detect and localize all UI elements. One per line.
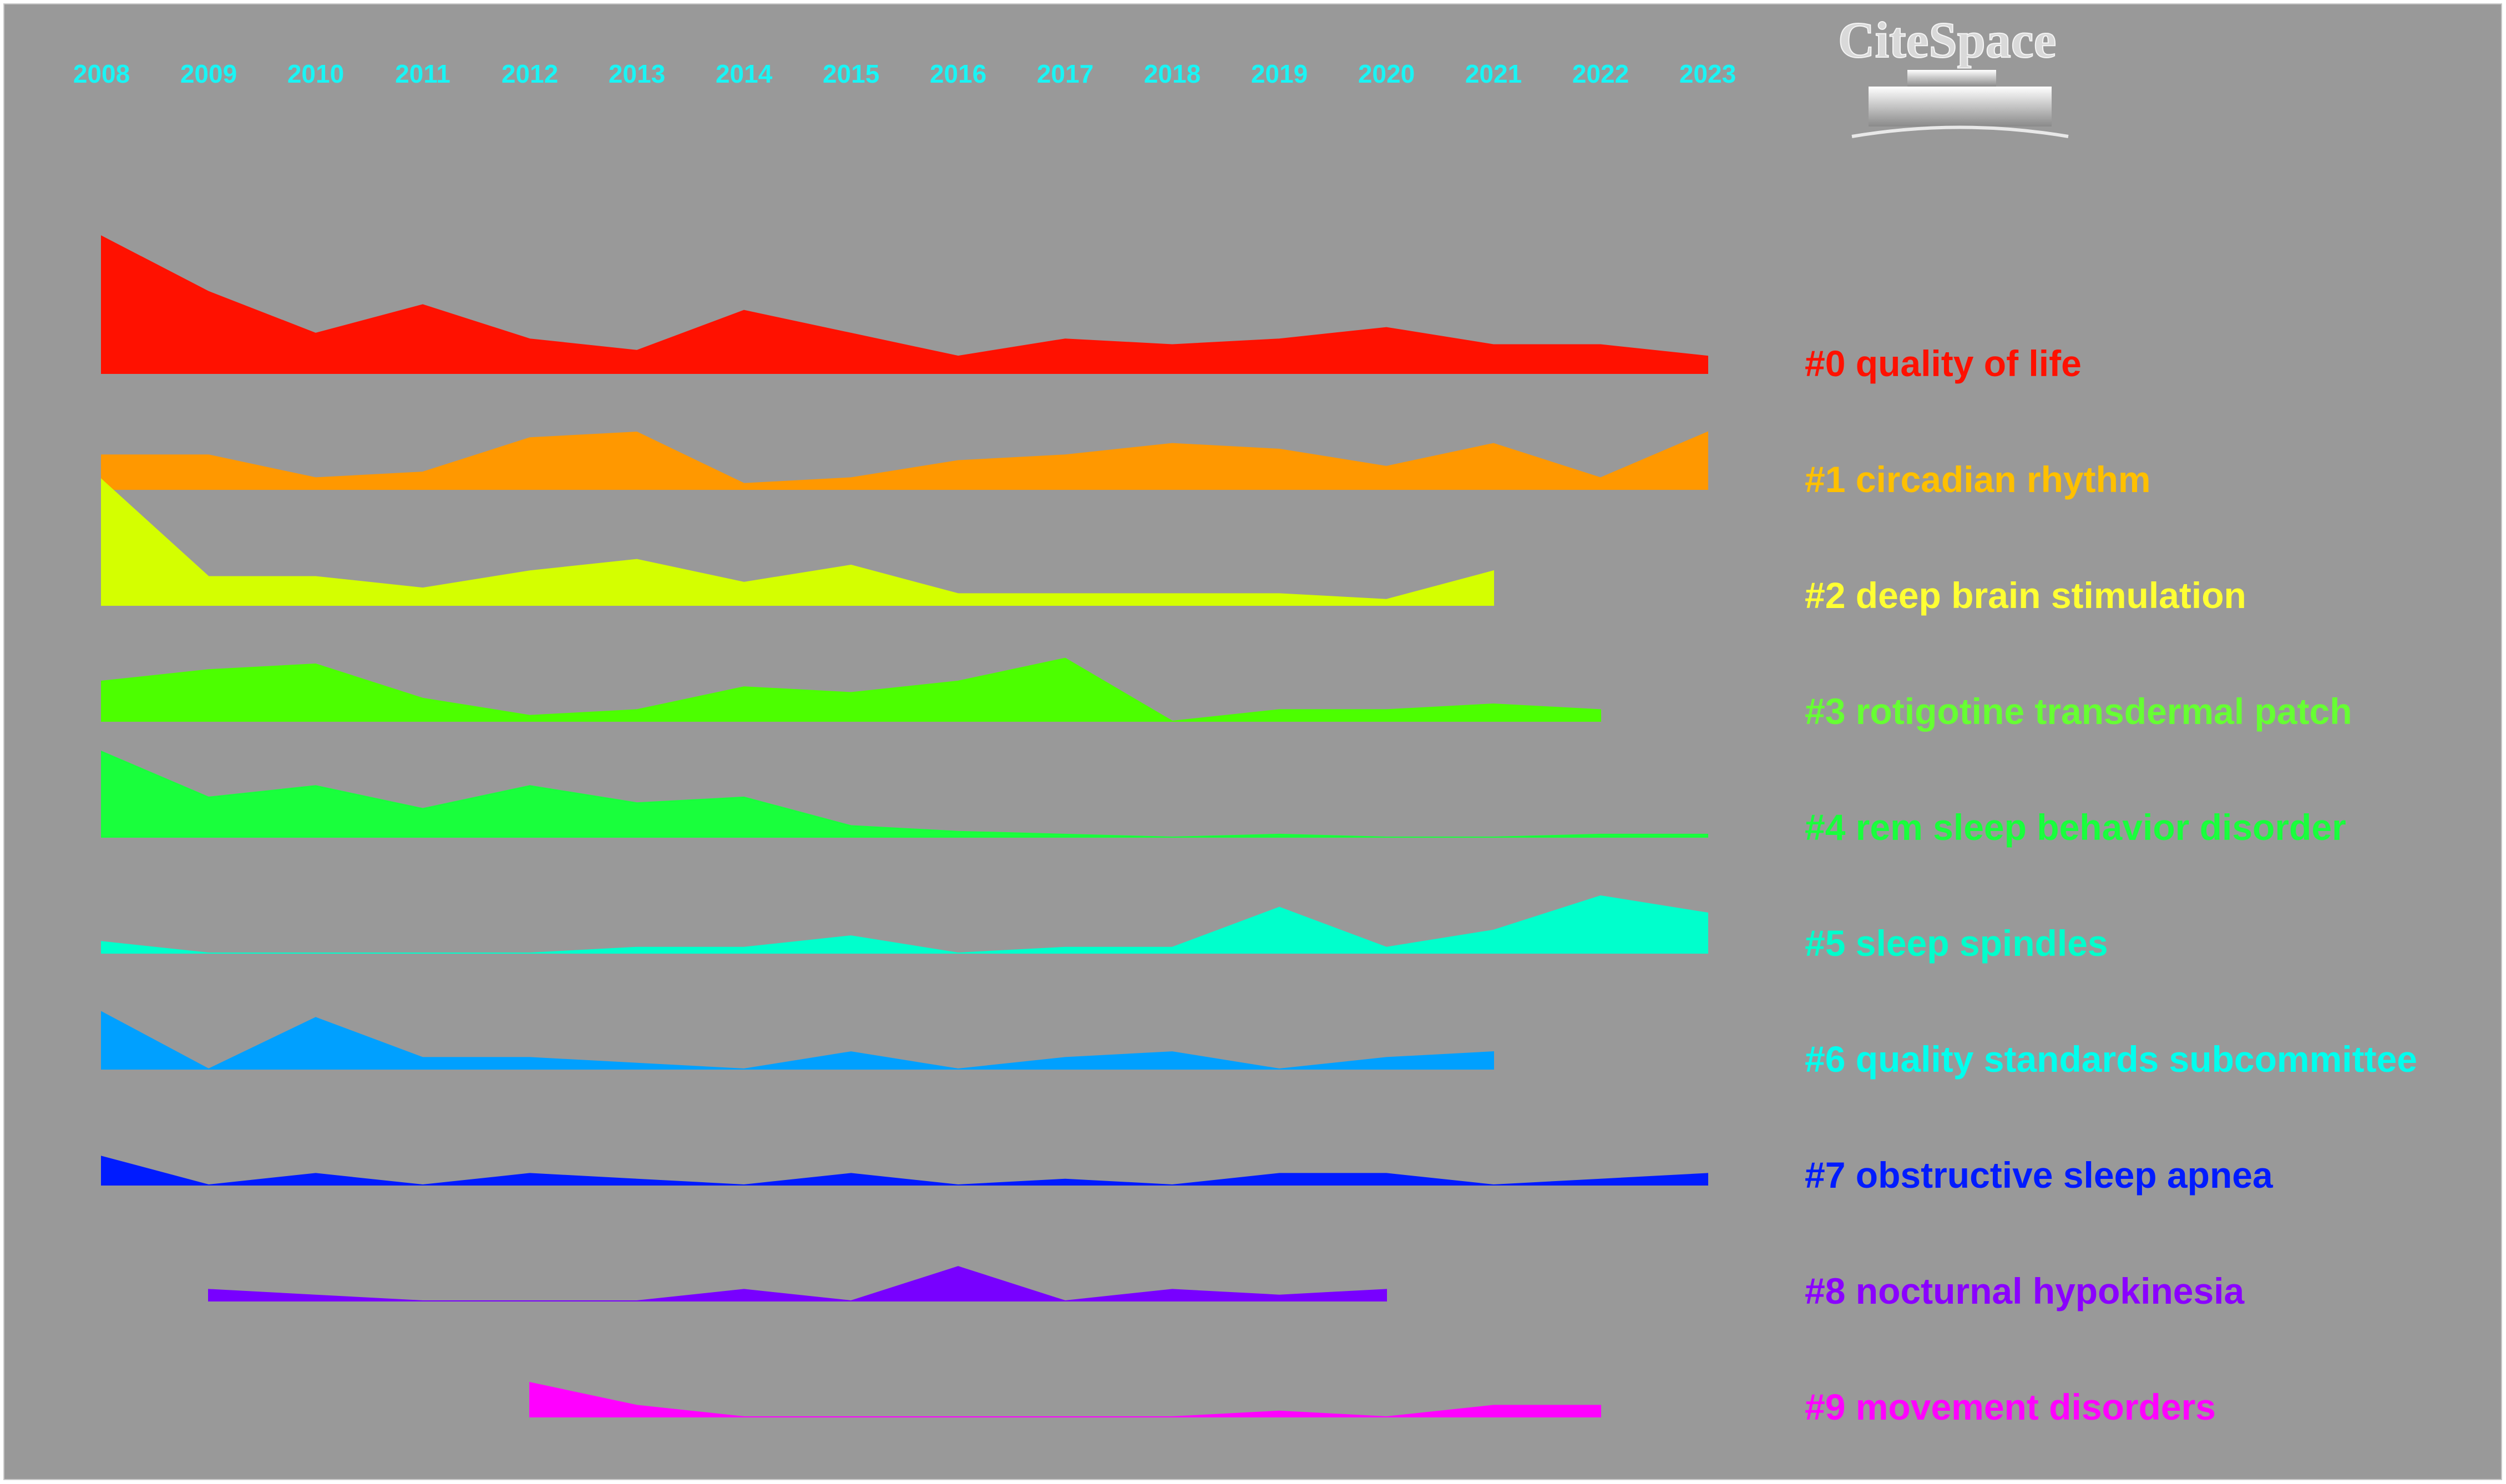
cluster-area-9	[529, 1381, 1601, 1418]
cluster-label: #4 rem sleep behavior disorder	[1805, 807, 2346, 848]
year-tick-label: 2011	[395, 59, 450, 88]
logo-swoosh	[1851, 125, 2069, 138]
cluster-label: #2 deep brain stimulation	[1805, 575, 2246, 616]
citespace-logo: CiteSpace	[1837, 11, 2069, 138]
year-tick-label: 2020	[1358, 59, 1415, 88]
cluster-area-shape	[208, 1266, 1387, 1302]
cluster-area-shape	[101, 895, 1708, 954]
year-tick-label: 2015	[823, 59, 879, 88]
cluster-area-shape	[101, 1156, 1708, 1186]
cluster-label: #6 quality standards subcommittee	[1805, 1039, 2417, 1080]
cluster-area-2	[101, 478, 1494, 606]
cluster-label: #9 movement disorders	[1805, 1386, 2216, 1427]
cluster-labels: #0 quality of life #1 circadian rhythm #2 …	[1805, 343, 2417, 1427]
year-axis: 2008 2009 2010 2011 2012 2013 2014 2015 2016 2017…	[73, 59, 1736, 88]
cluster-area-shape	[101, 657, 1601, 722]
cluster-label: #0 quality of life	[1805, 343, 2082, 384]
timeline-chart: CiteSpace 2008 2009 2010 2011 2012 2013 2014 20…	[73, 11, 2417, 1427]
cluster-area-0	[101, 235, 1708, 374]
cluster-area-3	[101, 657, 1601, 722]
year-tick-label: 2023	[1679, 59, 1736, 88]
cluster-label: #3 rotigotine transdermal patch	[1805, 691, 2352, 732]
year-tick-label: 2008	[73, 59, 130, 88]
logo-bars	[1869, 87, 2052, 126]
cluster-area-7	[101, 1156, 1708, 1186]
year-tick-label: 2021	[1465, 59, 1522, 88]
cluster-area-4	[101, 750, 1708, 838]
year-tick-label: 2019	[1251, 59, 1308, 88]
year-tick-label: 2017	[1037, 59, 1093, 88]
cluster-area-shape	[101, 750, 1708, 838]
year-tick-label: 2013	[609, 59, 665, 88]
logo-text: CiteSpace	[1838, 12, 2056, 68]
cluster-label: #5 sleep spindles	[1805, 923, 2108, 964]
year-tick-label: 2009	[180, 59, 237, 88]
cluster-label: #8 nocturnal hypokinesia	[1805, 1270, 2245, 1311]
year-tick-label: 2010	[287, 59, 344, 88]
cluster-area-8	[208, 1266, 1387, 1302]
cluster-label: #1 circadian rhythm	[1805, 459, 2151, 500]
cluster-area-shape	[101, 1011, 1494, 1070]
cluster-label: #7 obstructive sleep apnea	[1805, 1154, 2274, 1196]
year-tick-label: 2016	[930, 59, 986, 88]
cluster-area-shape	[101, 431, 1708, 490]
cluster-area-1	[101, 431, 1708, 490]
year-tick-label: 2012	[502, 59, 558, 88]
cluster-area-5	[101, 895, 1708, 954]
cluster-area-6	[101, 1011, 1494, 1070]
year-tick-label: 2018	[1144, 59, 1201, 88]
cluster-areas	[101, 235, 1708, 1418]
year-tick-label: 2022	[1572, 59, 1629, 88]
cluster-area-shape	[529, 1381, 1601, 1418]
cluster-area-shape	[101, 478, 1494, 606]
year-tick-label: 2014	[716, 59, 773, 88]
chart-frame: CiteSpace 2008 2009 2010 2011 2012 2013 2014 20…	[3, 3, 2502, 1480]
cluster-area-shape	[101, 235, 1708, 374]
logo-bars-top	[1907, 70, 1996, 87]
